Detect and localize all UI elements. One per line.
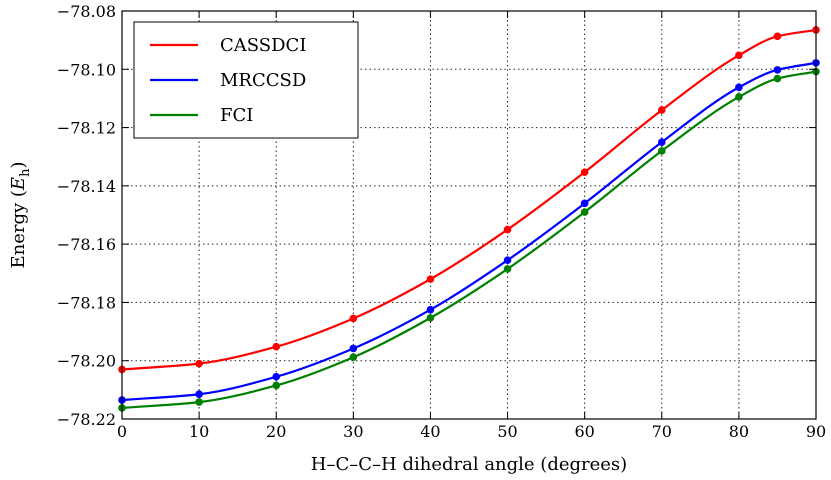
axis-ticks <box>121 10 817 420</box>
data-point-cassdci <box>657 106 666 114</box>
x-tick-label: 30 <box>343 422 363 441</box>
y-axis-title-subscript: h <box>18 168 33 177</box>
data-point-mrccsd <box>735 83 743 92</box>
data-point-mrccsd <box>503 256 512 264</box>
legend-label-mrccsd: MRCCSD <box>220 70 306 91</box>
y-tick-label: −78.22 <box>57 410 116 429</box>
data-point-mrccsd <box>349 344 358 353</box>
data-point-cassdci <box>735 51 743 60</box>
y-axis-title-suffix: ) <box>8 162 29 169</box>
y-tick-labels: −78.22 −78.20 −78.18 −78.16 −78.14 −78.12 −78.… <box>57 2 116 429</box>
data-point-mrccsd <box>426 305 435 314</box>
data-point-mrccsd <box>657 138 666 146</box>
x-tick-label: 60 <box>574 422 594 441</box>
y-tick-label: −78.14 <box>57 177 116 196</box>
y-axis-title-symbol: E <box>8 177 29 191</box>
plot-frame <box>121 10 817 420</box>
y-tick-label: −78.16 <box>57 235 116 254</box>
x-tick-label: 40 <box>420 422 440 441</box>
data-point-mrccsd <box>580 199 589 208</box>
y-tick-label: −78.10 <box>57 60 116 79</box>
y-axis-title-prefix: Energy ( <box>8 190 29 268</box>
data-point-cassdci <box>272 342 281 351</box>
series-group <box>118 26 820 412</box>
y-axis-title: Energy (Eh) <box>8 162 33 269</box>
data-point-cassdci <box>580 168 589 176</box>
legend: CASSDCI MRCCSD FCI <box>133 21 359 139</box>
x-tick-label: 10 <box>189 422 209 441</box>
data-point-cassdci <box>349 314 358 323</box>
data-point-mrccsd <box>272 372 281 381</box>
y-tick-label: −78.18 <box>57 293 116 312</box>
x-tick-label: 50 <box>497 422 517 441</box>
data-point-cassdci <box>503 225 512 234</box>
data-point-fci <box>349 353 358 362</box>
legend-label-fci: FCI <box>220 105 253 126</box>
x-tick-label: 0 <box>117 422 127 441</box>
series-mrccsd <box>118 59 820 404</box>
series-cassdci <box>118 26 820 374</box>
x-tick-label: 70 <box>652 422 672 441</box>
x-tick-label: 80 <box>729 422 749 441</box>
data-point-cassdci <box>426 275 435 283</box>
data-point-fci <box>773 74 782 83</box>
data-point-fci <box>426 314 435 322</box>
x-axis-title: H–C–C–H dihedral angle (degrees) <box>311 454 627 475</box>
data-point-fci <box>735 93 743 101</box>
data-point-fci <box>503 265 512 273</box>
x-tick-labels: 0 10 20 30 40 50 60 70 80 90 <box>117 422 826 441</box>
x-tick-label: 90 <box>806 422 826 441</box>
x-tick-label: 20 <box>266 422 286 441</box>
y-tick-label: −78.20 <box>57 352 116 371</box>
data-point-fci <box>272 381 281 390</box>
data-point-mrccsd <box>195 390 203 399</box>
y-tick-label: −78.12 <box>57 119 116 138</box>
data-point-mrccsd <box>773 66 782 74</box>
y-tick-label: −78.08 <box>57 2 116 21</box>
data-point-fci <box>657 147 666 155</box>
data-point-cassdci <box>195 359 203 368</box>
legend-label-cassdci: CASSDCI <box>220 35 306 56</box>
data-point-cassdci <box>773 32 782 41</box>
data-point-fci <box>195 398 203 406</box>
grid-lines <box>122 11 816 419</box>
data-point-fci <box>580 208 589 216</box>
